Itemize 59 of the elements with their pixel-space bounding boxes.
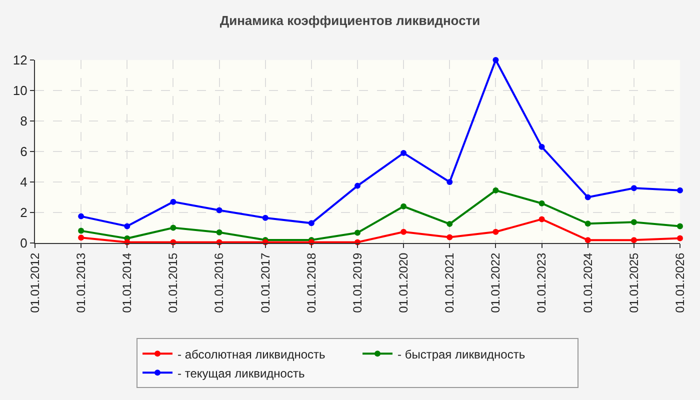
x-tick-label: 01.01.2013 (74, 252, 88, 313)
point (446, 220, 453, 227)
point (584, 237, 591, 244)
x-tick-label: 01.01.2016 (212, 252, 226, 313)
point (538, 200, 545, 206)
point (400, 228, 407, 235)
point (354, 182, 360, 189)
point (170, 198, 176, 205)
chart-title: Динамика коэффициентов ликвидности (220, 13, 480, 28)
y-tick-label: 8 (20, 114, 28, 129)
point (354, 230, 360, 236)
point (170, 224, 176, 231)
x-tick-label: 01.01.2021 (442, 252, 457, 313)
point (630, 237, 637, 244)
y-tick-label: 10 (12, 83, 28, 98)
x-tick-label: 01.01.2023 (534, 252, 549, 313)
y-tick-label: 6 (20, 144, 28, 160)
point (216, 229, 222, 236)
legend-label: - быстрая ликвидность (398, 347, 526, 362)
x-tick-label: 01.01.2025 (626, 252, 641, 313)
point (400, 150, 407, 156)
point (492, 187, 499, 194)
legend-label: - текущая ликвидность (178, 366, 305, 380)
point (630, 219, 637, 226)
point (216, 207, 222, 214)
legend-label: - абсолютная ликвидность (178, 347, 326, 362)
point (308, 220, 314, 226)
point (538, 144, 545, 150)
point (492, 57, 499, 63)
point (446, 179, 453, 185)
point (400, 203, 407, 210)
point (584, 220, 591, 227)
point (78, 228, 84, 234)
x-tick-label: 01.01.2015 (166, 252, 180, 313)
point (124, 223, 130, 230)
point (677, 235, 683, 242)
point (584, 194, 591, 200)
x-tick-label: 01.01.2017 (258, 252, 272, 313)
point (262, 214, 268, 221)
x-tick-label: 01.01.2018 (304, 252, 318, 313)
point (446, 234, 453, 240)
x-tick-label: 01.01.2026 (672, 252, 687, 313)
point (677, 187, 683, 194)
point (677, 223, 683, 230)
x-tick-label: 01.01.2022 (488, 252, 503, 313)
point (78, 234, 84, 241)
x-tick-label: 01.01.2014 (120, 252, 134, 313)
x-tick-label: 01.01.2024 (580, 252, 595, 313)
point (78, 213, 84, 220)
x-tick-label: 01.01.2012 (28, 252, 42, 313)
point (630, 185, 637, 192)
y-tick-label: 0 (20, 236, 28, 251)
y-tick-label: 12 (12, 52, 28, 68)
y-tick-label: 4 (20, 174, 28, 190)
x-tick-label: 01.01.2020 (396, 252, 410, 313)
point (538, 216, 545, 222)
point (492, 228, 499, 235)
x-tick-label: 01.01.2019 (350, 252, 364, 313)
y-tick-label: 2 (20, 205, 28, 220)
